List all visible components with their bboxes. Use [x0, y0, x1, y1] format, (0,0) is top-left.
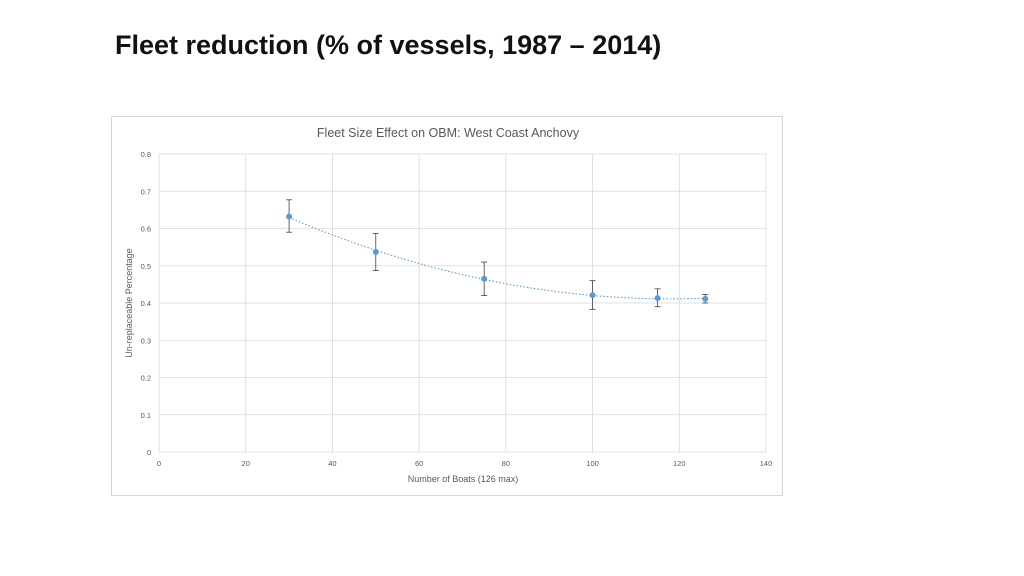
trendline: [288, 216, 706, 300]
x-tick-label: 140: [760, 459, 773, 468]
data-point: [286, 213, 293, 220]
x-tick-label: 60: [415, 459, 423, 468]
y-tick-label: 0.7: [141, 187, 151, 196]
data-point: [589, 292, 596, 299]
trendline-layer: [288, 216, 706, 300]
data-point: [481, 275, 488, 282]
x-tick-label: 20: [242, 459, 250, 468]
y-axis-title: Un-replaceable Percentage: [124, 248, 134, 358]
data-point: [372, 248, 379, 255]
y-tick-label: 0.6: [141, 225, 151, 234]
point-layer: [286, 213, 709, 302]
y-tick-label: 0.8: [141, 150, 151, 159]
slide-title: Fleet reduction (% of vessels, 1987 – 20…: [115, 30, 662, 60]
y-tick-label: 0.3: [141, 336, 151, 345]
x-tick-label: 80: [502, 459, 510, 468]
y-tick-label: 0.1: [141, 411, 151, 420]
y-tick-label: 0.4: [141, 299, 151, 308]
grid-layer: [158, 153, 767, 453]
chart-title: Fleet Size Effect on OBM: West Coast Anc…: [317, 126, 580, 140]
x-tick-label: 100: [586, 459, 599, 468]
data-point: [702, 295, 709, 302]
y-tick-label: 0.2: [141, 374, 151, 383]
errorbar-layer: [286, 199, 709, 310]
x-tick-label: 40: [328, 459, 336, 468]
y-tick-label: 0: [147, 448, 151, 457]
y-tick-label: 0.5: [141, 262, 151, 271]
x-axis-title: Number of Boats (126 max): [408, 474, 519, 484]
scatter-chart: Fleet Size Effect on OBM: West Coast Anc…: [124, 126, 773, 484]
data-point: [654, 295, 661, 302]
chart-frame: Fleet Size Effect on OBM: West Coast Anc…: [111, 116, 783, 496]
x-tick-label: 120: [673, 459, 686, 468]
x-tick-label: 0: [157, 459, 161, 468]
axis-layer: 0 0.1 0.2 0.3 0.4 0.5 0.6 0.7 0.8 0 20 40 60 80 100 120…: [141, 150, 773, 468]
